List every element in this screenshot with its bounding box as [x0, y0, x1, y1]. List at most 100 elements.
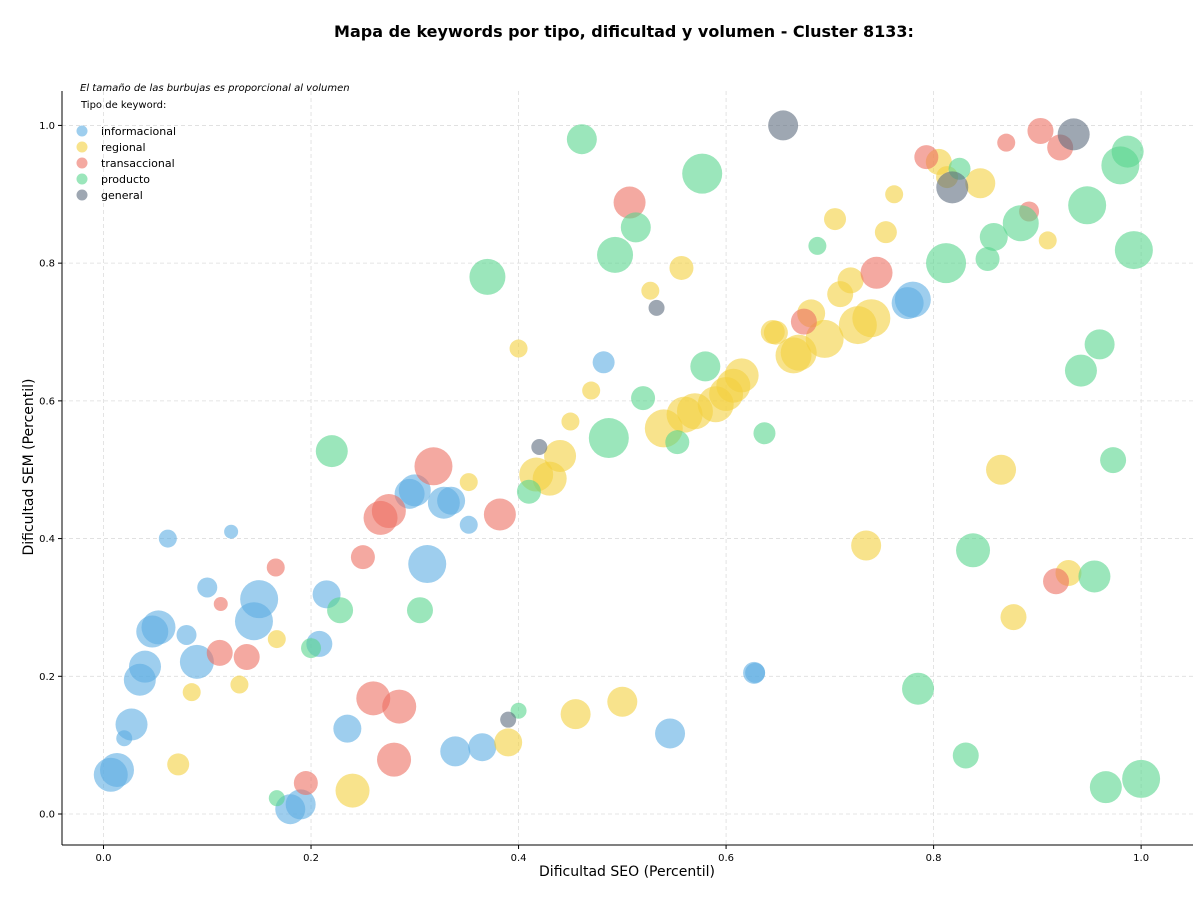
bubble-regional — [459, 473, 478, 492]
bubble-informacional — [197, 577, 218, 598]
bubble-regional — [230, 675, 249, 694]
bubble-producto — [1122, 759, 1161, 798]
bubble-transaccional — [1027, 117, 1054, 144]
bubble-informacional — [440, 736, 471, 767]
legend-label-informacional: informacional — [101, 125, 176, 138]
bubble-producto — [682, 153, 723, 194]
bubble-regional — [560, 699, 591, 730]
bubble-producto — [597, 236, 634, 273]
bubble-transaccional — [613, 186, 646, 219]
bubble-general — [1057, 118, 1090, 151]
bubble-transaccional — [860, 256, 893, 289]
bubble-producto — [315, 435, 348, 468]
bubble-producto — [566, 124, 597, 155]
bubble-transaccional — [293, 771, 318, 796]
bubble-informacional — [176, 624, 197, 645]
bubble-regional — [509, 339, 528, 358]
bubble-informacional — [333, 714, 362, 743]
x-tick-label: 0.8 — [926, 853, 942, 864]
bubble-producto — [956, 533, 991, 568]
bubble-transaccional — [206, 639, 233, 666]
bubble-informacional — [99, 752, 134, 787]
bubble-regional — [1038, 231, 1057, 250]
bubble-informacional — [240, 580, 279, 619]
bubble-producto — [952, 742, 979, 769]
bubble-producto — [301, 638, 322, 659]
x-tick-label: 0.0 — [96, 853, 112, 864]
y-tick-label: 0.4 — [39, 534, 55, 545]
y-tick-label: 0.2 — [39, 672, 55, 683]
bubble-regional — [544, 439, 577, 472]
legend-marker-producto — [76, 173, 88, 185]
bubble-informacional — [592, 351, 615, 374]
bubble-general — [768, 110, 799, 141]
bubble-regional — [837, 267, 864, 294]
y-tick-label: 1.0 — [39, 121, 55, 132]
bubble-regional — [335, 773, 370, 808]
bubble-producto — [1089, 771, 1122, 804]
bubble-informacional — [408, 545, 447, 584]
bubble-transaccional — [997, 133, 1016, 152]
bubble-producto — [620, 212, 651, 243]
bubble-regional — [494, 728, 523, 757]
axes-layer: 0.0 0.2 0.4 0.6 0.8 1.0 0.0 0.2 0.4 0.6 0.8 1.0 — [39, 91, 1193, 864]
x-axis-label: Dificultad SEO (Percentil) — [539, 864, 715, 880]
bubble-producto — [327, 597, 354, 624]
bubble-general — [500, 711, 517, 728]
bubble-regional — [607, 686, 638, 717]
bubble-transaccional — [1043, 568, 1070, 595]
bubble-informacional — [398, 474, 431, 507]
x-tick-label: 0.6 — [718, 853, 734, 864]
bubble-informacional — [285, 789, 316, 820]
bubble-producto — [1064, 354, 1097, 387]
bubble-transaccional — [371, 494, 406, 529]
bubble-producto — [979, 222, 1008, 251]
bubble-transaccional — [213, 596, 228, 611]
bubble-informacional — [179, 644, 214, 679]
bubble-producto — [665, 430, 690, 455]
bubble-regional — [561, 412, 580, 431]
bubble-regional — [167, 753, 190, 776]
bubble-informacional — [894, 281, 931, 318]
bubble-producto — [406, 597, 433, 624]
bubble-transaccional — [483, 498, 516, 531]
legend: informacional regional transaccional produc… — [76, 125, 176, 202]
bubble-informacional — [745, 662, 766, 683]
bubble-general — [648, 299, 665, 316]
legend-label-regional: regional — [101, 141, 146, 154]
chart-title: Mapa de keywords por tipo, dificultad y … — [334, 22, 914, 41]
bubble-producto — [753, 422, 776, 445]
bubble-layer — [93, 110, 1161, 825]
bubble-informacional — [224, 524, 239, 539]
legend-title: Tipo de keyword: — [80, 100, 166, 111]
bubble-informacional — [141, 610, 176, 645]
bubble-producto — [268, 790, 285, 807]
bubble-informacional — [158, 529, 177, 548]
bubble-regional — [824, 208, 847, 231]
bubble-producto — [1002, 205, 1039, 242]
bubble-regional — [1000, 604, 1027, 631]
bubble-transaccional — [356, 681, 391, 716]
bubble-producto — [1100, 447, 1127, 474]
bubble-regional — [885, 185, 904, 204]
bubble-regional — [763, 320, 788, 345]
bubble-producto — [902, 672, 935, 705]
bubble-regional — [851, 530, 882, 561]
bubble-transaccional — [790, 308, 817, 335]
bubble-producto — [1084, 329, 1115, 360]
bubble-regional — [965, 168, 996, 199]
legend-marker-informacional — [76, 125, 88, 137]
bubble-transaccional — [377, 742, 412, 777]
bubble-informacional — [459, 515, 478, 534]
x-tick-label: 1.0 — [1133, 853, 1149, 864]
legend-marker-general — [76, 189, 88, 201]
bubble-producto — [690, 351, 721, 382]
bubble-informacional — [655, 718, 686, 749]
bubble-producto — [631, 386, 656, 411]
bubble-informacional — [129, 650, 162, 683]
bubble-regional — [724, 358, 759, 393]
bubble-regional — [874, 221, 897, 244]
bubble-producto — [975, 247, 1000, 272]
bubble-producto — [808, 236, 827, 255]
